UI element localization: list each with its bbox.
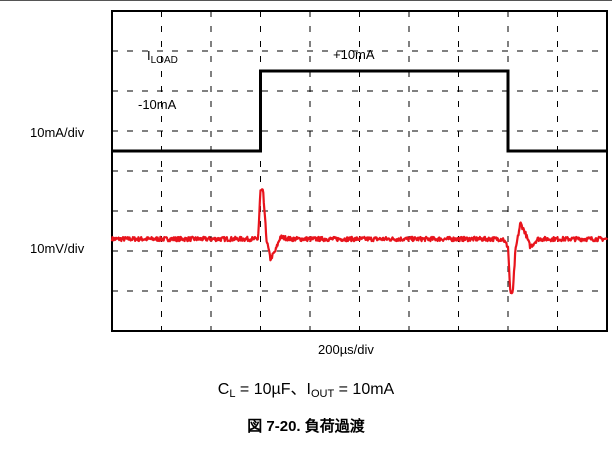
iout-value: = 10mA xyxy=(334,381,395,398)
cl-main: C xyxy=(217,381,230,398)
top-rule xyxy=(0,0,612,1)
oscilloscope-chart: ILOAD +10mA -10mA xyxy=(110,10,608,332)
current-scale-label: 10mA/div xyxy=(30,125,85,140)
figure-caption: 図 7-20. 負荷過渡 xyxy=(0,415,612,436)
figure-caption-text: 7-20. 負荷過渡 xyxy=(262,418,365,435)
voltage-scale-label: 10mV/div xyxy=(30,241,85,256)
time-scale-label: 200µs/div xyxy=(318,342,374,357)
iload-high-label: +10mA xyxy=(333,47,375,62)
traces xyxy=(110,69,608,295)
iload-name-label: ILOAD xyxy=(147,48,178,66)
iload-low-label: -10mA xyxy=(138,97,177,112)
figure-caption-glyph: 図 xyxy=(247,417,263,435)
cl-value: = 10µF、I xyxy=(235,381,311,398)
cl-sub: L xyxy=(229,388,236,400)
conditions-label: CL = 10µF、IOUT = 10mA xyxy=(0,375,612,400)
iload-name-sub: LOAD xyxy=(151,55,178,66)
iout-sub: OUT xyxy=(310,388,335,400)
load-current-trace xyxy=(112,69,607,153)
iload-name-main: I xyxy=(147,48,151,63)
plot-frame xyxy=(111,10,608,332)
output-voltage-trace xyxy=(110,188,608,295)
trace-labels: ILOAD +10mA -10mA xyxy=(138,47,375,112)
